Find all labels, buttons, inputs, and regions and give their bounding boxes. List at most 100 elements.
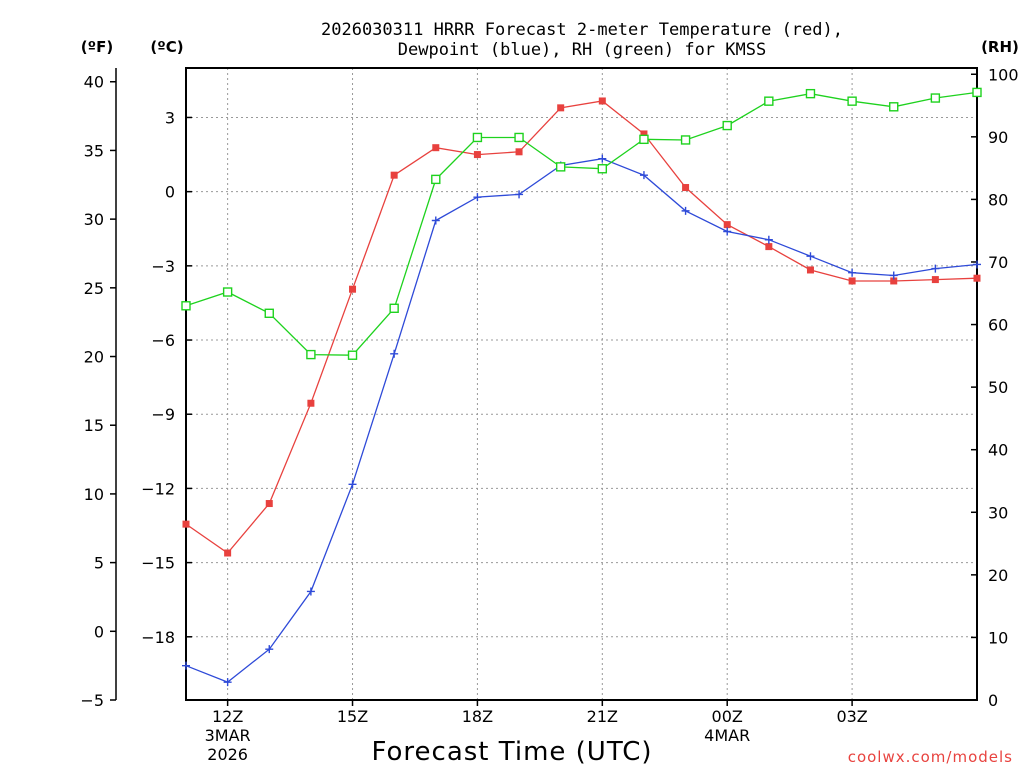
dewpoint-point — [973, 260, 981, 269]
rh-unit-label: (RH) — [981, 38, 1019, 56]
temperature-point — [598, 97, 606, 105]
fahrenheit-tick-label: 5 — [94, 554, 104, 573]
temperature-point — [224, 549, 232, 557]
temperature-point — [723, 221, 731, 229]
rh-tick-label: 0 — [988, 691, 998, 710]
temperature-point — [557, 104, 565, 112]
rh-point — [764, 96, 774, 106]
fahrenheit-tick-label: 20 — [84, 348, 104, 367]
fahrenheit-tick-label: 35 — [84, 141, 104, 160]
rh-point — [222, 287, 233, 297]
rh-tick-label: 100 — [988, 65, 1019, 84]
temperature-point — [182, 520, 190, 528]
rh-point — [347, 350, 358, 360]
axis-ticks: 4035302520151050−530−3−6−9−12−15−1810090… — [80, 65, 1018, 710]
chart-title-line-2: Dewpoint (blue), RH (green) for KMSS — [398, 40, 766, 60]
x-tick-label: 00Z — [712, 707, 743, 726]
celsius-tick-label: −6 — [151, 331, 175, 350]
dewpoint-point — [931, 264, 940, 273]
dewpoint-point — [806, 252, 815, 261]
fahrenheit-tick-label: −5 — [80, 691, 104, 710]
rh-point — [889, 102, 899, 112]
rh-tick-label: 30 — [988, 503, 1008, 522]
dewpoint-point — [848, 268, 857, 277]
dewpoint-point — [265, 645, 274, 654]
dewpoint-line — [185, 158, 978, 683]
rh-point — [389, 303, 399, 313]
celsius-tick-label: 3 — [165, 108, 175, 127]
celsius-tick-label: −12 — [141, 479, 175, 498]
temperature-point — [931, 276, 939, 284]
rh-point — [306, 349, 316, 360]
dewpoint-point — [598, 154, 607, 163]
dewpoint-point — [764, 235, 773, 244]
series-dewpoint — [182, 154, 981, 687]
x-tick-label: 03Z — [836, 707, 867, 726]
x-tick-label: 18Z — [462, 707, 493, 726]
x-tick-date-label: 3MAR — [205, 726, 251, 745]
rh-point — [680, 135, 691, 145]
dewpoint-point — [223, 678, 232, 687]
temperature-point — [265, 500, 273, 508]
rh-point — [597, 164, 608, 174]
celsius-tick-label: −18 — [141, 628, 175, 647]
dewpoint-point — [306, 587, 315, 596]
temperature-point — [515, 148, 523, 156]
rh-tick-label: 70 — [988, 253, 1008, 272]
x-tick-label: 12Z — [212, 707, 243, 726]
temperature-point — [390, 171, 398, 179]
plot-frame — [185, 67, 978, 701]
rh-tick-label: 20 — [988, 566, 1008, 585]
rh-point — [722, 120, 732, 131]
rh-tick-label: 40 — [988, 441, 1008, 460]
temperature-point — [890, 277, 898, 285]
celsius-tick-label: 0 — [165, 183, 175, 202]
rh-line — [185, 91, 978, 356]
fahrenheit-tick-label: 15 — [84, 416, 104, 435]
data-series — [181, 87, 982, 687]
dewpoint-point — [515, 190, 524, 199]
dewpoint-point — [182, 661, 190, 670]
celsius-unit-label: (ºC) — [150, 38, 183, 56]
fahrenheit-tick-label: 40 — [84, 73, 104, 92]
dewpoint-point — [348, 480, 357, 489]
temperature-point — [682, 184, 690, 192]
rh-point — [472, 132, 483, 143]
dewpoint-point — [431, 216, 440, 225]
celsius-tick-label: −15 — [141, 554, 175, 573]
rh-tick-label: 90 — [988, 128, 1008, 147]
x-tick-label: 15Z — [337, 707, 368, 726]
temperature-point — [973, 274, 981, 282]
x-tick-label: 21Z — [587, 707, 618, 726]
fahrenheit-tick-label: 25 — [84, 279, 104, 298]
grid-lines — [186, 68, 977, 700]
rh-point — [805, 88, 816, 99]
rh-tick-label: 60 — [988, 316, 1008, 335]
temperature-point — [848, 277, 856, 285]
temperature-point — [640, 130, 648, 138]
rh-tick-label: 80 — [988, 190, 1008, 209]
rh-point — [847, 96, 857, 106]
temperature-point — [473, 151, 481, 159]
rh-point — [181, 301, 191, 311]
chart-title-line-1: 2026030311 HRRR Forecast 2-meter Tempera… — [321, 20, 843, 40]
rh-point — [555, 162, 566, 172]
fahrenheit-tick-label: 10 — [84, 485, 104, 504]
rh-point — [431, 174, 441, 185]
rh-point — [264, 308, 274, 318]
x-axis-title: Forecast Time (UTC) — [371, 737, 652, 767]
temperature-point — [349, 285, 357, 293]
dewpoint-point — [681, 206, 690, 215]
rh-point — [639, 134, 649, 145]
fahrenheit-unit-label: (ºF) — [81, 38, 113, 56]
rh-tick-label: 10 — [988, 628, 1008, 647]
rh-point — [972, 87, 982, 98]
x-tick-date-label: 4MAR — [704, 726, 750, 745]
credit-text: coolwx.com/models — [848, 748, 1013, 766]
x-tick-year-label: 2026 — [207, 745, 248, 764]
dewpoint-point — [723, 227, 732, 236]
temperature-point — [307, 399, 315, 407]
celsius-tick-label: −3 — [151, 257, 175, 276]
fahrenheit-tick-label: 0 — [94, 622, 104, 641]
